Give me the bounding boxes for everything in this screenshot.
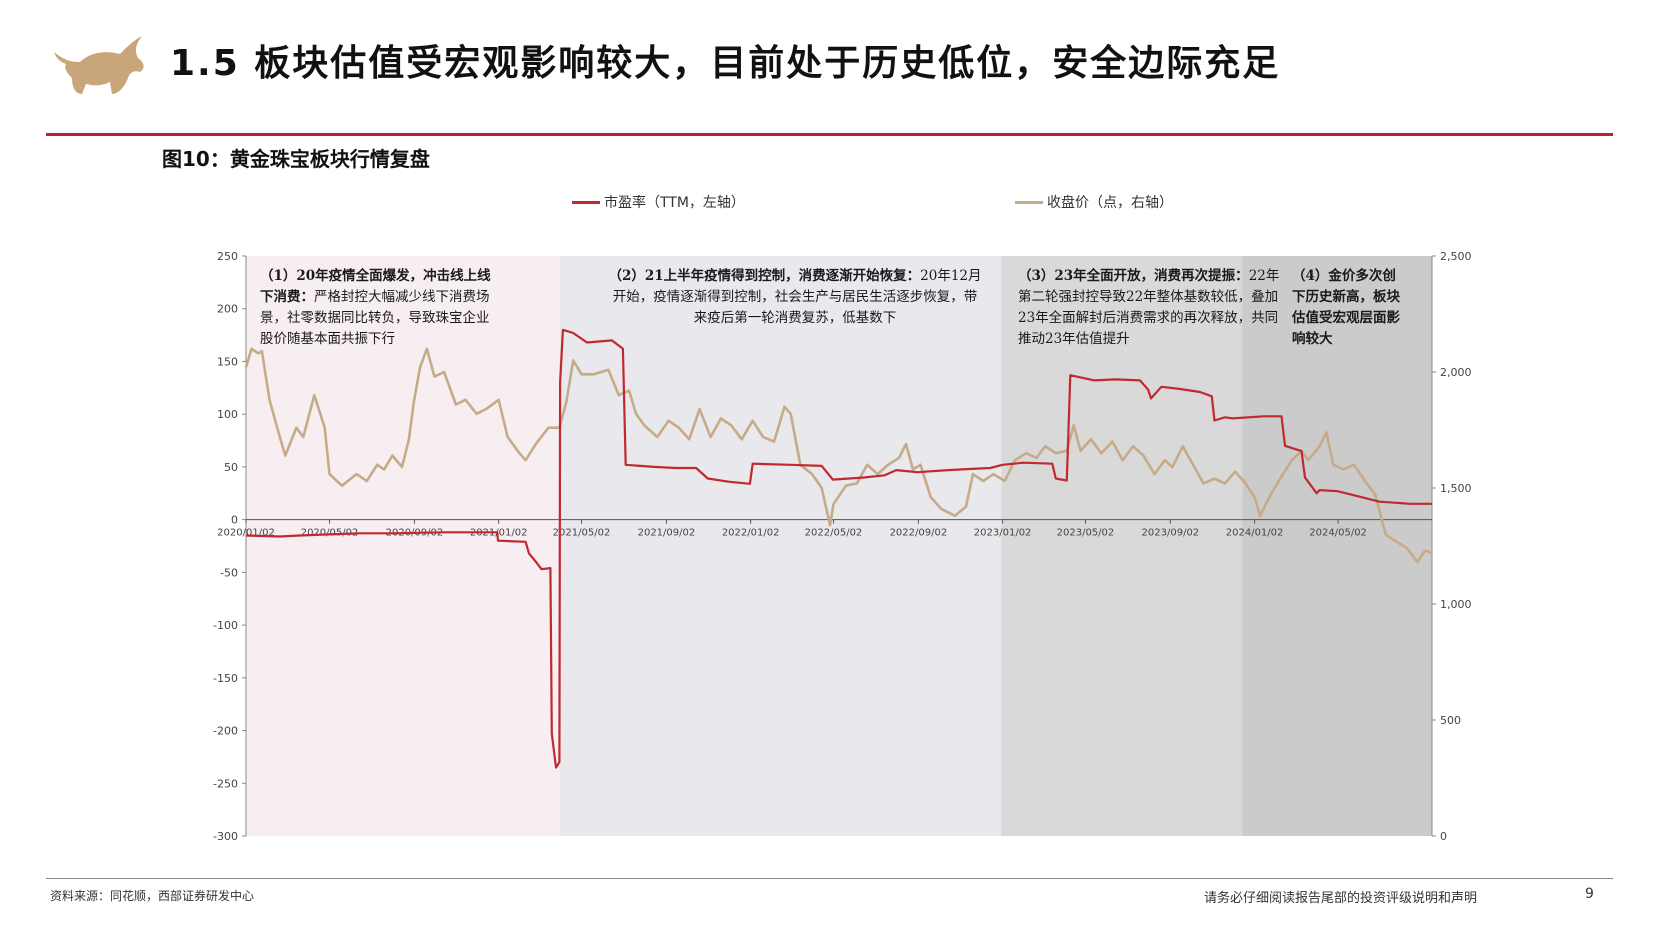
annotation-3-head: （3）23年全面开放，消费再次提振： xyxy=(1018,268,1249,284)
right-tick-label: 0 xyxy=(1440,830,1447,843)
annotation-1-head: （1）20年疫情全面爆发，冲击线上线下消费： xyxy=(260,268,491,305)
legend-item-close: 收盘价（点，右轴） xyxy=(1015,192,1173,212)
legend-label-pe: 市盈率（TTM，左轴） xyxy=(604,195,745,211)
legend-swatch-close xyxy=(1015,200,1043,204)
date-tick-label: 2020/05/02 xyxy=(301,528,359,539)
left-tick-label: -150 xyxy=(213,672,238,685)
left-tick-label: -50 xyxy=(220,566,238,579)
annotation-period-3: （3）23年全面开放，消费再次提振：22年第二轮强封控导致22年整体基数较低，叠… xyxy=(1018,266,1280,350)
period-shade-2 xyxy=(559,256,1002,836)
annotation-period-4: （4）金价多次创下历史新高，板块估值受宏观层面影响较大 xyxy=(1292,266,1408,350)
figure-caption: 图10：黄金珠宝板块行情复盘 xyxy=(162,147,430,171)
period-shade-1 xyxy=(246,256,560,836)
series-line-close xyxy=(244,347,1433,564)
left-tick-label: -100 xyxy=(213,619,238,632)
date-tick-label: 2023/09/02 xyxy=(1142,528,1200,539)
date-tick-label: 2022/01/02 xyxy=(722,528,780,539)
right-tick-label: 2,500 xyxy=(1440,250,1472,263)
left-tick-label: 50 xyxy=(224,461,238,474)
date-tick-label: 2024/01/02 xyxy=(1226,528,1284,539)
footer-divider xyxy=(46,878,1613,879)
annotation-4-head: （4）金价多次创下历史新高，板块估值受宏观层面影响较大 xyxy=(1292,268,1400,347)
bull-logo-icon xyxy=(54,36,144,94)
left-tick-label: 0 xyxy=(231,514,238,527)
left-tick-label: 100 xyxy=(217,408,238,421)
left-tick-label: 150 xyxy=(217,355,238,368)
date-tick-label: 2020/01/02 xyxy=(217,528,275,539)
period-shade-4 xyxy=(1242,256,1432,836)
date-tick-label: 2021/09/02 xyxy=(638,528,696,539)
left-tick-label: -250 xyxy=(213,777,238,790)
annotation-period-2: （2）21上半年疫情得到控制，消费逐渐开始恢复：20年12月开始，疫情逐渐得到控… xyxy=(608,266,982,329)
page-title: 1.5 板块估值受宏观影响较大，目前处于历史低位，安全边际充足 xyxy=(170,43,1281,84)
disclaimer-note: 请务必仔细阅读报告尾部的投资评级说明和声明 xyxy=(1203,891,1477,906)
right-tick-label: 500 xyxy=(1440,714,1461,727)
annotation-period-1: （1）20年疫情全面爆发，冲击线上线下消费：严格封控大幅减少线下消费场景，社零数… xyxy=(260,266,492,350)
date-tick-label: 2024/05/02 xyxy=(1309,528,1367,539)
left-tick-label: -300 xyxy=(213,830,238,843)
title-divider xyxy=(46,133,1613,136)
annotation-2-body: 20年12月开始，疫情逐渐得到控制，社会生产与居民生活逐步恢复，带来疫后第一轮消… xyxy=(612,268,982,326)
date-tick-label: 2021/01/02 xyxy=(470,528,528,539)
right-tick-label: 1,000 xyxy=(1440,598,1472,611)
page-number: 9 xyxy=(1585,886,1594,902)
left-tick-label: 250 xyxy=(217,250,238,263)
date-tick-label: 2023/05/02 xyxy=(1057,528,1115,539)
date-tick-label: 2022/05/02 xyxy=(805,528,863,539)
legend-swatch-pe xyxy=(572,200,600,204)
right-tick-label: 2,000 xyxy=(1440,366,1472,379)
legend-item-pe: 市盈率（TTM，左轴） xyxy=(572,192,745,212)
left-tick-label: 200 xyxy=(217,303,238,316)
date-tick-label: 2023/01/02 xyxy=(974,528,1032,539)
date-tick-label: 2022/09/02 xyxy=(890,528,948,539)
series-line-pe xyxy=(245,328,1432,769)
period-shade-3 xyxy=(1001,256,1243,836)
annotation-2-head: （2）21上半年疫情得到控制，消费逐渐开始恢复： xyxy=(608,268,921,284)
source-note: 资料来源：同花顺，西部证券研发中心 xyxy=(50,889,255,903)
left-tick-label: -200 xyxy=(213,725,238,738)
annotation-1-body: 严格封控大幅减少线下消费场景，社零数据同比转负，导致珠宝企业股价随基本面共振下行 xyxy=(260,289,490,347)
right-tick-label: 1,500 xyxy=(1440,482,1472,495)
annotation-3-body: 22年第二轮强封控导致22年整体基数较低，叠加23年全面解封后消费需求的再次释放… xyxy=(1018,268,1280,347)
date-tick-label: 2021/05/02 xyxy=(553,528,611,539)
legend-label-close: 收盘价（点，右轴） xyxy=(1047,195,1173,211)
